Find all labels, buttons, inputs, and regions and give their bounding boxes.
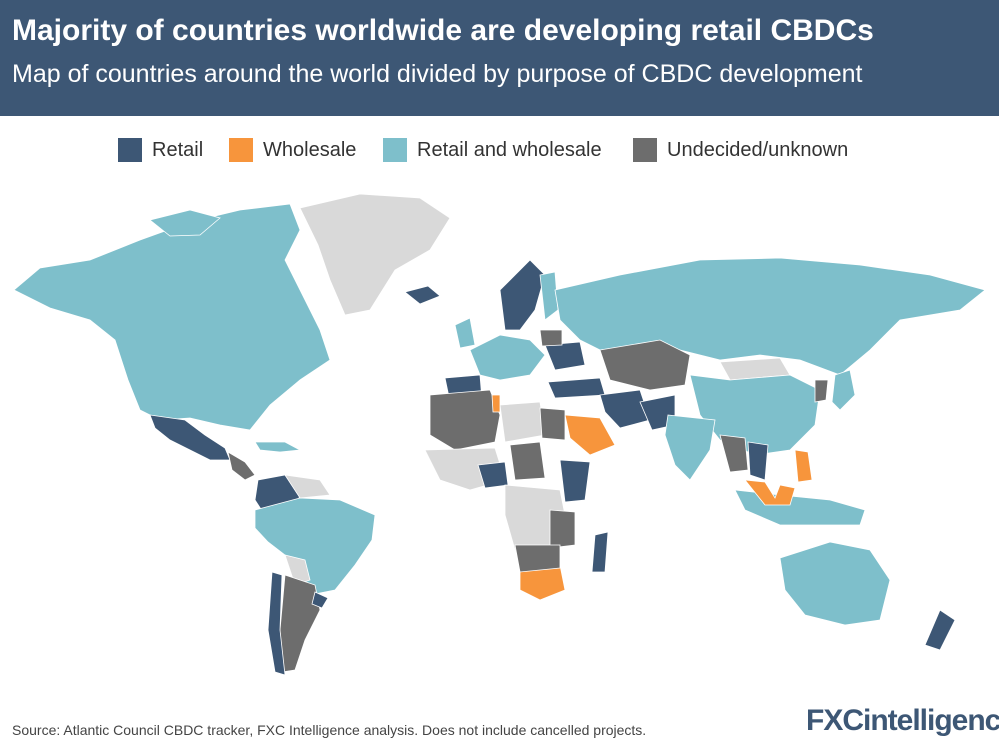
region-malaysia [744, 479, 796, 506]
region-turkey [547, 377, 606, 399]
region-vietnam [747, 441, 769, 481]
region-madagascar [591, 531, 609, 573]
region-venezuela [284, 474, 331, 499]
page-title: Majority of countries worldwide are deve… [12, 14, 874, 47]
region-east-africa-south [549, 509, 576, 549]
region-north-africa [429, 389, 501, 451]
region-uk [454, 317, 476, 349]
brand-fxc: FXC [806, 704, 864, 737]
region-caribbean [254, 441, 302, 453]
region-iran [599, 389, 651, 429]
region-japan [831, 369, 856, 411]
legend-item-undecided: Undecided/unknown [633, 136, 848, 164]
page-subtitle: Map of countries around the world divide… [12, 60, 863, 88]
region-algeria-libya [499, 401, 546, 443]
region-egypt [539, 407, 566, 441]
legend-label-retail-and-wholesale: Retail and wholesale [417, 138, 602, 161]
region-central-america [227, 451, 256, 481]
region-greenland [299, 193, 451, 316]
region-southern-africa [514, 544, 561, 573]
region-scandinavia [499, 259, 546, 331]
legend-swatch-undecided [633, 138, 657, 162]
legend-item-wholesale: Wholesale [229, 136, 356, 164]
legend-item-retail-and-wholesale: Retail and wholesale [383, 136, 602, 164]
region-west-europe [469, 334, 546, 381]
legend-swatch-wholesale [229, 138, 253, 162]
region-south-america-north [254, 497, 376, 596]
legend-item-retail: Retail [118, 136, 203, 164]
legend: Retail Wholesale Retail and wholesale Un… [0, 136, 999, 164]
region-east-europe [544, 341, 586, 371]
region-australia [779, 541, 891, 626]
region-bolivia [284, 554, 311, 586]
region-argentina [279, 574, 321, 673]
header-banner: Majority of countries worldwide are deve… [0, 0, 999, 116]
region-indonesia [734, 489, 866, 526]
region-north-america [13, 203, 331, 431]
region-chile [267, 571, 286, 676]
region-ethiopia-kenya [559, 459, 591, 503]
region-korea [814, 379, 829, 403]
region-finland [539, 271, 559, 321]
legend-label-undecided: Undecided/unknown [667, 138, 849, 161]
region-iceland [404, 285, 441, 305]
region-uruguay [311, 591, 329, 609]
region-belarus [539, 329, 563, 347]
region-new-zealand [924, 609, 956, 651]
region-southeast-asia [719, 434, 749, 473]
region-philippines [794, 449, 813, 483]
legend-label-wholesale: Wholesale [263, 138, 357, 161]
region-central-asia [599, 339, 691, 391]
region-india [664, 414, 716, 481]
region-tunisia [491, 394, 501, 413]
world-map [13, 193, 986, 676]
region-saudi [564, 414, 616, 456]
legend-label-retail: Retail [152, 138, 204, 161]
legend-swatch-retail [118, 138, 142, 162]
source-note: Source: Atlantic Council CBDC tracker, F… [12, 722, 647, 738]
brand-logo: FXCintelligence [806, 704, 999, 744]
region-mexico [149, 414, 231, 461]
region-sudan [509, 441, 546, 481]
region-arctic-islands [149, 209, 221, 237]
legend-swatch-retail-and-wholesale [383, 138, 407, 162]
brand-intelligence: intelligence [863, 704, 999, 737]
